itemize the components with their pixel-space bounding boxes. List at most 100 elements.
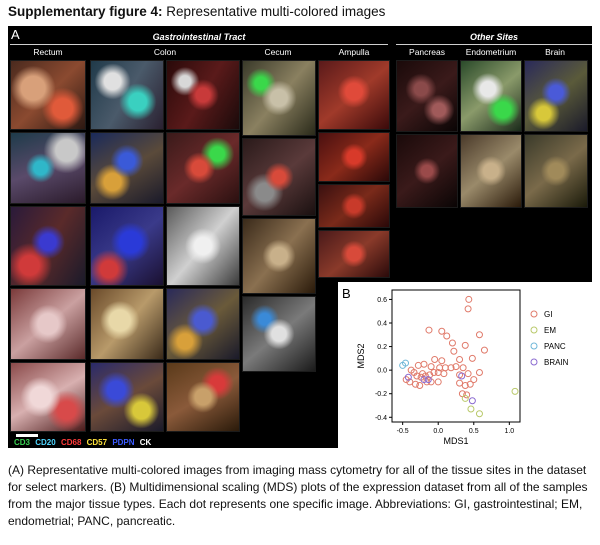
point-gi xyxy=(463,391,471,399)
x-axis-label: MDS1 xyxy=(443,436,468,446)
point-brain xyxy=(424,376,432,384)
legend-label-brain: BRAIN xyxy=(544,358,569,367)
point-gi xyxy=(402,376,410,384)
point-gi xyxy=(466,380,474,388)
point-gi xyxy=(464,370,472,378)
legend-marker-brain xyxy=(530,358,538,366)
image-tile-colon-2 xyxy=(90,132,164,204)
point-gi xyxy=(456,356,464,364)
point-gi xyxy=(406,378,414,386)
column-header-ampulla: Ampulla xyxy=(338,47,370,57)
column-header-endometrium: Endometrium xyxy=(465,47,517,57)
point-gi xyxy=(464,305,472,313)
point-em xyxy=(461,394,469,402)
marker-cd20: CD20 xyxy=(35,438,56,447)
y-tick-label: 0.2 xyxy=(377,344,387,351)
image-tile-ampulla-4 xyxy=(318,230,390,278)
point-gi xyxy=(470,376,478,384)
gi-group-title: Gastrointestinal Tract xyxy=(152,32,246,42)
image-tile-rectum-2 xyxy=(10,132,86,204)
image-tile-cecum-2 xyxy=(242,138,316,216)
image-tile-cecum-4 xyxy=(242,296,316,372)
figure-title-label: Supplementary figure 4: xyxy=(8,4,163,19)
y-tick-label: -0.4 xyxy=(375,415,387,422)
marker-cd68: CD68 xyxy=(60,438,82,447)
point-gi xyxy=(434,378,442,386)
point-gi xyxy=(413,372,421,380)
x-tick-label: 0.0 xyxy=(433,428,443,435)
chart-legend: GI EM PANC BRAIN xyxy=(530,310,569,367)
point-gi xyxy=(468,354,476,362)
y-axis-label: MDS2 xyxy=(356,343,366,368)
y-tick-label: 0.4 xyxy=(377,321,387,328)
x-tick-label: 1.0 xyxy=(504,428,514,435)
point-gi xyxy=(447,364,455,372)
x-axis-ticks: -0.5 0.0 0.5 1.0 xyxy=(397,422,514,435)
image-tile-cecum-1 xyxy=(242,60,316,136)
figure-panel: A Gastrointestinal Tract Other Sites Rec… xyxy=(8,26,592,448)
y-axis-ticks: -0.4 -0.2 0.0 0.2 0.4 0.6 xyxy=(375,297,392,422)
gi-group-line xyxy=(10,44,388,45)
column-header-cecum: Cecum xyxy=(264,47,292,57)
legend-label-gi: GI xyxy=(544,310,552,319)
plot-frame xyxy=(391,289,521,423)
point-gi xyxy=(438,327,446,335)
point-gi xyxy=(438,357,446,365)
point-gi xyxy=(443,332,451,340)
marker-legend: CD3 CD20 CD68 CD57 PDPN CK xyxy=(14,438,154,447)
image-tile-endometrium-1 xyxy=(460,60,522,132)
image-tile-colon-10 xyxy=(166,362,240,432)
image-tile-brain-1 xyxy=(524,60,588,132)
image-tile-cecum-3 xyxy=(242,218,316,294)
point-brain xyxy=(458,372,466,380)
column-header-pancreas: Pancreas xyxy=(409,47,445,57)
point-em xyxy=(467,405,475,413)
image-tile-rectum-3 xyxy=(10,206,86,286)
other-group-title: Other Sites xyxy=(469,32,518,42)
image-tile-ampulla-3 xyxy=(318,184,390,228)
legend-marker-panc xyxy=(530,342,538,350)
point-panc xyxy=(402,359,410,367)
point-brain xyxy=(404,373,412,381)
image-tile-endometrium-2 xyxy=(460,134,522,208)
point-gi xyxy=(430,369,438,376)
point-gi xyxy=(416,381,424,389)
point-gi xyxy=(427,363,435,371)
mds-panel: B MDS1 MDS2 -0.5 0.0 0.5 1.0 -0.4 -0.2 0.0 0.2… xyxy=(338,282,592,448)
figure-title: Supplementary figure 4: Representative m… xyxy=(8,4,385,19)
point-brain xyxy=(420,376,428,384)
x-tick-label: 0.5 xyxy=(469,428,479,435)
panel-b-letter: B xyxy=(342,286,351,301)
image-tile-pancreas-2 xyxy=(396,134,458,208)
scale-bar xyxy=(16,434,38,437)
data-points xyxy=(399,295,519,418)
point-gi xyxy=(414,361,422,369)
point-gi xyxy=(475,331,483,339)
image-tile-pancreas-1 xyxy=(396,60,458,132)
other-group-line xyxy=(396,44,592,45)
point-gi xyxy=(480,346,488,354)
point-gi xyxy=(420,360,428,368)
point-gi xyxy=(440,370,448,378)
marker-ck: CK xyxy=(139,438,152,447)
point-gi xyxy=(431,356,439,364)
image-tile-rectum-5 xyxy=(10,362,86,432)
column-header-brain: Brain xyxy=(545,47,565,57)
y-tick-label: 0.0 xyxy=(377,368,387,375)
point-gi xyxy=(425,326,433,334)
image-tile-colon-6 xyxy=(166,60,240,130)
legend-marker-em xyxy=(530,326,538,334)
point-gi xyxy=(461,341,469,349)
point-gi xyxy=(450,347,458,355)
image-tile-rectum-1 xyxy=(10,60,86,130)
point-brain xyxy=(468,397,476,405)
column-header-rectum: Rectum xyxy=(33,47,63,57)
image-tile-colon-1 xyxy=(90,60,164,130)
point-gi xyxy=(465,295,473,303)
y-tick-label: 0.6 xyxy=(377,297,387,304)
marker-pdpn: PDPN xyxy=(112,438,135,447)
point-em xyxy=(475,410,483,418)
image-tile-colon-8 xyxy=(166,206,240,286)
column-header-colon: Colon xyxy=(153,47,177,57)
point-em xyxy=(511,387,519,395)
